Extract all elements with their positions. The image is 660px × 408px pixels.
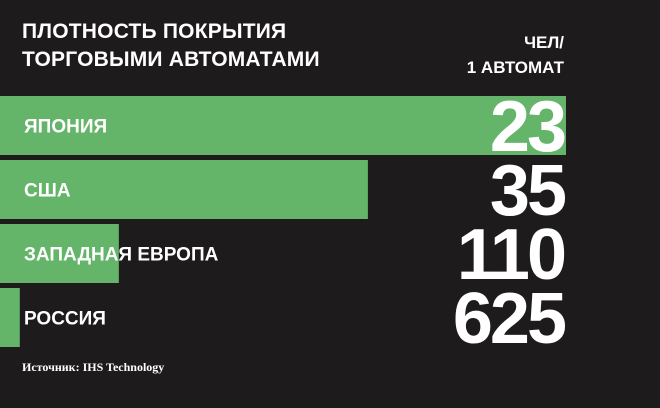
chart-title: ПЛОТНОСТЬ ПОКРЫТИЯ ТОРГОВЫМИ АВТОМАТАМИ — [22, 18, 320, 74]
value-label-1: 35 — [490, 151, 566, 231]
category-label-2: ЗАПАДНАЯ ЕВРОПА — [24, 245, 219, 266]
source-note: Источник: IHS Technology — [22, 360, 165, 374]
bar-2 — [0, 224, 119, 283]
chart-title-line-2: ТОРГОВЫМИ АВТОМАТАМИ — [22, 48, 320, 71]
unit-label: ЧЕЛ/ 1 АВТОМАТ — [424, 30, 564, 80]
value-label-2: 110 — [457, 215, 565, 295]
bar-0 — [0, 96, 566, 155]
value-label-0: 23 — [490, 87, 565, 167]
bar-1 — [0, 160, 368, 219]
value-label-3: 625 — [453, 279, 566, 359]
unit-label-line-2: 1 АВТОМАТ — [466, 58, 564, 77]
category-label-3: РОССИЯ — [24, 309, 106, 330]
category-label-1: США — [24, 181, 71, 202]
chart-title-line-1: ПЛОТНОСТЬ ПОКРЫТИЯ — [22, 20, 287, 43]
unit-label-line-1: ЧЕЛ/ — [524, 33, 564, 52]
category-label-0: ЯПОНИЯ — [24, 117, 107, 138]
bar-3 — [0, 288, 20, 347]
